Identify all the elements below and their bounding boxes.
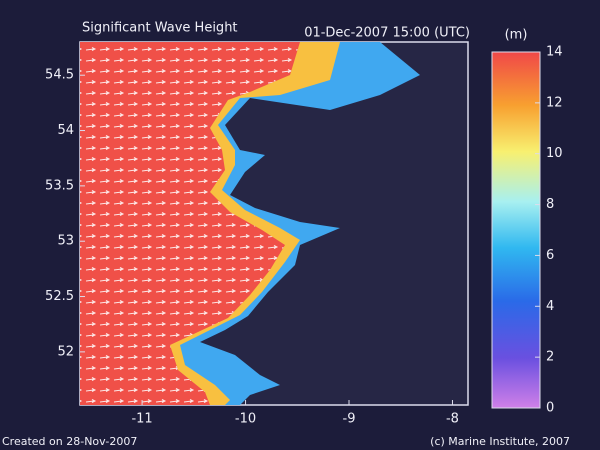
- colorbar-tick-label: 6: [546, 248, 554, 263]
- footer-created: Created on 28-Nov-2007: [2, 435, 137, 448]
- y-tick-label: 52: [57, 344, 74, 359]
- y-tick-label: 52.5: [45, 289, 74, 304]
- colorbar-tick-label: 4: [546, 299, 554, 314]
- map-timestamp: 01-Dec-2007 15:00 (UTC): [304, 26, 470, 41]
- footer-copyright: (c) Marine Institute, 2007: [430, 435, 570, 448]
- colorbar-tick-label: 12: [546, 95, 563, 110]
- colorbar-tick-label: 14: [546, 45, 563, 60]
- x-tick-label: -10: [235, 412, 256, 427]
- wave-field: [80, 42, 420, 405]
- colorbar: [491, 51, 541, 409]
- colorbar-unit: (m): [505, 28, 528, 43]
- y-tick-label: 53: [57, 234, 74, 249]
- colorbar-tick-label: 8: [546, 197, 554, 212]
- y-tick-label: 54: [57, 123, 74, 138]
- y-tick-label: 53.5: [45, 178, 74, 193]
- colorbar-tick-label: 10: [546, 146, 563, 161]
- map-title: Significant Wave Height: [82, 21, 238, 36]
- x-tick-label: -11: [131, 412, 152, 427]
- x-tick-label: -8: [446, 412, 459, 427]
- x-tick-label: -9: [343, 412, 356, 427]
- colorbar-tick-label: 2: [546, 350, 554, 365]
- y-tick-label: 54.5: [45, 68, 74, 83]
- wave-direction: [80, 42, 300, 405]
- colorbar-tick-label: 0: [546, 401, 554, 416]
